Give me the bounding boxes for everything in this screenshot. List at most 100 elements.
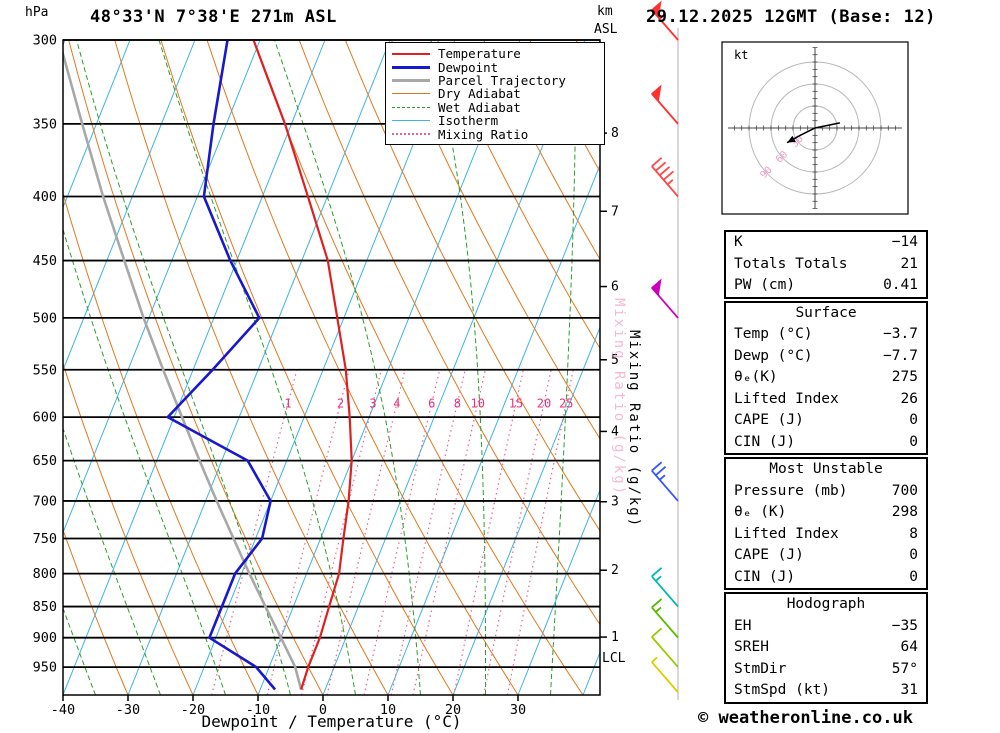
- stat-label: Pressure (mb): [734, 482, 848, 499]
- stat-label: PW (cm): [734, 277, 796, 293]
- svg-text:15: 15: [509, 396, 523, 410]
- stats-row: StmDir 57°: [726, 659, 926, 681]
- legend-item: Parcel Trajectory: [392, 72, 598, 88]
- legend-line-sample: [392, 120, 430, 122]
- stats-tables: K −14 Totals Totals 21 PW (cm) 0.41 Surface Tem…: [724, 230, 928, 704]
- wind-barb: [651, 84, 679, 125]
- mixing-ratio-lines: [211, 369, 574, 695]
- stat-label: CAPE (J): [734, 412, 804, 428]
- km-tick-label: 8: [611, 126, 619, 141]
- stat-value: −14: [891, 234, 918, 250]
- sounding-curves: [63, 40, 353, 691]
- pressure-tick-label: 300: [33, 33, 57, 49]
- stats-row: Lifted Index 8: [726, 524, 926, 546]
- wind-barb: [651, 627, 679, 668]
- wind-barb: [651, 157, 679, 198]
- legend-label: Mixing Ratio: [438, 126, 529, 142]
- dewpoint-curve: [166, 40, 277, 691]
- stats-table-title: Hodograph: [786, 596, 866, 612]
- pressure-unit-label: hPa: [25, 5, 49, 20]
- stats-row: Pressure (mb) 700: [726, 481, 926, 503]
- wind-barb: [651, 461, 679, 502]
- legend-item: Dry Adiabat: [392, 86, 598, 102]
- stats-row: CAPE (J) 0: [726, 410, 926, 432]
- pressure-tick-label: 700: [33, 493, 57, 509]
- stat-value: 8: [909, 525, 918, 542]
- stat-label: SREH: [734, 639, 769, 655]
- pressure-tick-label: 750: [33, 531, 57, 547]
- temp-tick-label: -10: [246, 702, 270, 718]
- stat-label: Lifted Index: [734, 390, 839, 407]
- km-tick-label: 7: [611, 204, 619, 219]
- stat-value: −3.7: [883, 326, 918, 342]
- stat-value: 64: [900, 639, 918, 655]
- stat-label: StmSpd (kt): [734, 682, 831, 698]
- mixing-ratio-axis-label-shadow: Mixing Ratio (g/kg): [611, 298, 627, 497]
- stat-label: CIN (J): [734, 433, 796, 450]
- legend-line-sample: [392, 78, 430, 82]
- stat-label: StmDir: [734, 660, 787, 677]
- stat-value: 21: [900, 255, 918, 272]
- svg-text:3: 3: [369, 396, 376, 410]
- temp-tick-label: 0: [319, 702, 327, 718]
- legend-line-sample: [392, 65, 430, 69]
- stat-label: K: [734, 234, 743, 250]
- stat-value: 0: [909, 412, 918, 428]
- stat-value: 26: [900, 390, 918, 407]
- km-tick-label: 2: [611, 563, 619, 578]
- stat-value: 57°: [891, 660, 918, 677]
- plot-border: [62, 39, 601, 696]
- stat-value: −7.7: [883, 347, 918, 364]
- pressure-tick-label: 350: [33, 116, 57, 132]
- stats-row: Totals Totals 21: [726, 254, 926, 276]
- stats-table: Surface Temp (°C) −3.7 Dewp (°C) −7.7 θₑ(K) 27…: [724, 300, 928, 455]
- isotherm-lines: [63, 40, 600, 695]
- stat-value: 700: [891, 482, 918, 499]
- legend-label: Parcel Trajectory: [438, 72, 566, 88]
- svg-text:4: 4: [393, 396, 400, 410]
- lcl-marker-label: LCL: [602, 651, 626, 666]
- stats-table-title: Most Unstable: [769, 461, 883, 477]
- station-title: 48°33'N 7°38'E 271m ASL: [90, 7, 337, 27]
- svg-text:8: 8: [454, 396, 461, 410]
- temp-tick-label: 10: [380, 702, 396, 718]
- legend: Temperature Dewpoint Parcel Trajectory Dry …: [385, 42, 605, 145]
- stat-label: CAPE (J): [734, 547, 804, 563]
- wind-barb-column: [651, 0, 679, 700]
- temp-tick-label: -30: [116, 702, 140, 718]
- altitude-unit-asl-label: ASL: [594, 22, 618, 37]
- stats-row: CIN (J) 0: [726, 567, 926, 589]
- km-tick-label: 6: [611, 280, 619, 295]
- stat-value: −35: [891, 617, 918, 634]
- pressure-tick-label: 800: [33, 566, 57, 582]
- legend-item: Temperature: [392, 46, 598, 61]
- svg-text:25: 25: [559, 396, 573, 410]
- altitude-unit-km-label: km: [597, 4, 613, 19]
- pressure-tick-label: 400: [33, 189, 57, 205]
- mixing-ratio-labels: 1 2 3 4 6 8 10 15 20 25: [284, 396, 573, 410]
- km-axis: 1 2 3 4 5 6 7 8: [600, 126, 619, 645]
- legend-label: Dry Adiabat: [438, 86, 521, 102]
- hodograph-unit-label: kt: [734, 48, 749, 62]
- temp-tick-label: -40: [51, 702, 75, 718]
- wind-barb: [651, 567, 679, 608]
- stats-row: K −14: [726, 232, 926, 254]
- temp-tick-label: -20: [181, 702, 205, 718]
- legend-line-sample: [392, 106, 430, 108]
- stats-row: CIN (J) 0: [726, 432, 926, 454]
- mixing-ratio-axis-label: Mixing Ratio (g/kg): [626, 330, 642, 529]
- copyright: © weatheronline.co.uk: [698, 708, 913, 728]
- stats-row: StmSpd (kt) 31: [726, 680, 926, 702]
- stats-row: Temp (°C) −3.7: [726, 324, 926, 346]
- svg-text:1: 1: [284, 396, 291, 410]
- stat-label: θₑ (K): [734, 504, 787, 520]
- stat-label: EH: [734, 617, 752, 634]
- wind-barb: [651, 656, 679, 693]
- pressure-tick-label: 550: [33, 362, 57, 378]
- km-tick-label: 5: [611, 353, 619, 368]
- stat-label: Totals Totals: [734, 255, 848, 272]
- svg-text:20: 20: [537, 396, 551, 410]
- pressure-axis-labels: 300 350 400 450 500 550 600 650 700 750 800 850 900 9…: [33, 33, 57, 676]
